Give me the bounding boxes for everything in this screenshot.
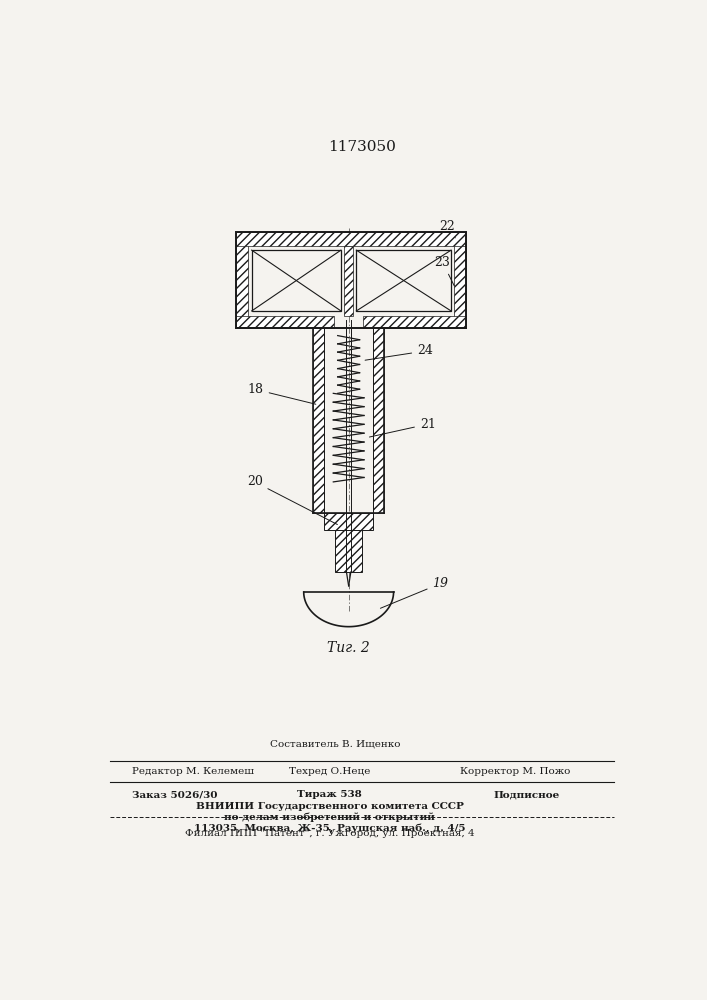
Text: Заказ 5026/30: Заказ 5026/30 bbox=[132, 790, 218, 799]
Text: Τиг. 2: Τиг. 2 bbox=[327, 641, 370, 655]
Text: 18: 18 bbox=[247, 383, 316, 404]
Text: 21: 21 bbox=[370, 418, 436, 437]
Polygon shape bbox=[363, 316, 467, 328]
Polygon shape bbox=[313, 328, 324, 513]
Polygon shape bbox=[373, 328, 385, 513]
Polygon shape bbox=[455, 232, 467, 328]
Text: 23: 23 bbox=[435, 256, 454, 286]
Text: Тираж 538: Тираж 538 bbox=[297, 790, 362, 799]
Polygon shape bbox=[236, 232, 467, 246]
Text: 22: 22 bbox=[439, 220, 455, 238]
Polygon shape bbox=[236, 316, 334, 328]
Text: 24: 24 bbox=[365, 344, 433, 360]
Text: по делам изобретений и открытий: по делам изобретений и открытий bbox=[224, 813, 435, 822]
Text: 1173050: 1173050 bbox=[328, 140, 397, 154]
Polygon shape bbox=[336, 530, 362, 572]
Polygon shape bbox=[324, 513, 373, 530]
Text: Редактор М. Келемеш: Редактор М. Келемеш bbox=[132, 767, 255, 776]
Text: ВНИИПИ Государственного комитета СССР: ВНИИПИ Государственного комитета СССР bbox=[196, 802, 463, 811]
Polygon shape bbox=[344, 246, 353, 316]
Text: 113035, Москва, Ж-35, Раушская наб., д. 4/5: 113035, Москва, Ж-35, Раушская наб., д. … bbox=[194, 824, 465, 833]
Text: Составитель В. Ищенко: Составитель В. Ищенко bbox=[269, 739, 400, 748]
Text: 20: 20 bbox=[247, 475, 337, 525]
Text: Филиал ППП "Патент", г. Ужгород, ул. Проектная, 4: Филиал ППП "Патент", г. Ужгород, ул. Про… bbox=[185, 829, 474, 838]
Text: 19: 19 bbox=[380, 577, 448, 608]
Text: Подписное: Подписное bbox=[493, 790, 560, 799]
Text: Корректор М. Пожо: Корректор М. Пожо bbox=[460, 767, 571, 776]
Polygon shape bbox=[236, 232, 248, 328]
Text: Техред О.Неце: Техред О.Неце bbox=[288, 767, 370, 776]
